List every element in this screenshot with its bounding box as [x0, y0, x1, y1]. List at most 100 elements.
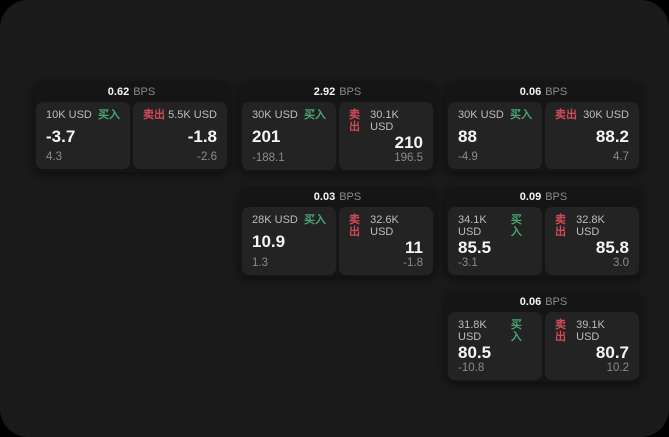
spread-header: 0.03 BPS — [242, 186, 433, 207]
sell-panel-top: 卖出 30K USD — [555, 109, 629, 121]
quote-panels: 30K USD 买入 201 -188.1 卖出 30.1K USD 210 1… — [242, 102, 433, 170]
bps-unit-label: BPS — [339, 190, 362, 203]
sell-size-label: 30.1K USD — [370, 109, 399, 133]
quote-card: 0.06 BPS 31.8K USD 买入 80.5 -10.8 卖出 39.1… — [445, 291, 642, 382]
buy-price: 80.5 — [458, 343, 492, 362]
buy-panel-top: 30K USD 买入 — [458, 109, 532, 121]
buy-side-tag: 买入 — [98, 109, 120, 121]
sell-price: 88.2 — [595, 126, 629, 146]
sell-panel[interactable]: 卖出 30K USD 88.2 4.7 — [545, 102, 639, 169]
buy-sub-value: 1.3 — [252, 257, 268, 269]
spread-value: 0.62 — [107, 85, 130, 98]
buy-panel[interactable]: 28K USD 买入 10.9 1.3 — [242, 207, 336, 275]
sell-sub-value: 196.5 — [394, 152, 423, 164]
sell-panel-top: 卖出 32.6K USD — [349, 214, 423, 238]
buy-panel[interactable]: 10K USD 买入 -3.7 4.3 — [36, 102, 130, 169]
sell-size-label: 32.8K USD — [576, 214, 605, 238]
buy-size-label: 34.1K USD — [458, 214, 487, 238]
buy-side-tag: 买入 — [304, 109, 326, 121]
bps-unit-label: BPS — [545, 190, 568, 203]
sell-size-label: 32.6K USD — [370, 214, 399, 238]
bps-unit-label: BPS — [133, 85, 156, 98]
buy-price: -3.7 — [46, 126, 76, 146]
quote-card: 0.06 BPS 30K USD 买入 88 -4.9 卖出 30K USD 8… — [445, 81, 642, 172]
sell-side-tag: 卖出 — [143, 109, 165, 121]
buy-sub-value: -10.8 — [458, 362, 485, 374]
buy-side-tag: 买入 — [510, 109, 532, 121]
buy-size-label: 10K USD — [46, 109, 92, 121]
quote-panels: 28K USD 买入 10.9 1.3 卖出 32.6K USD 11 -1.8 — [242, 207, 433, 275]
sell-panel[interactable]: 卖出 30.1K USD 210 196.5 — [339, 102, 433, 170]
spread-value: 0.09 — [519, 190, 542, 203]
buy-size-label: 31.8K USD — [458, 319, 487, 343]
sell-price: 80.7 — [595, 343, 629, 362]
buy-size-label: 30K USD — [458, 109, 504, 121]
quote-panels: 34.1K USD 买入 85.5 -3.1 卖出 32.8K USD 85.8… — [448, 207, 639, 275]
bps-unit-label: BPS — [339, 85, 362, 98]
quote-card: 2.92 BPS 30K USD 买入 201 -188.1 卖出 30.1K … — [239, 81, 436, 172]
sell-panel-top: 卖出 32.8K USD — [555, 214, 629, 238]
sell-side-tag: 卖出 — [349, 214, 360, 238]
buy-price: 201 — [252, 127, 281, 146]
sell-panel[interactable]: 卖出 5.5K USD -1.8 -2.6 — [133, 102, 227, 169]
spread-header: 0.09 BPS — [448, 186, 639, 207]
sell-panel[interactable]: 卖出 32.8K USD 85.8 3.0 — [545, 207, 639, 275]
sell-side-tag: 卖出 — [555, 214, 566, 238]
sell-size-label: 30K USD — [583, 109, 629, 121]
sell-panel[interactable]: 卖出 39.1K USD 80.7 10.2 — [545, 312, 639, 380]
buy-size-label: 30K USD — [252, 109, 298, 121]
spread-value: 0.06 — [519, 85, 542, 98]
bps-unit-label: BPS — [545, 295, 568, 308]
sell-price: -1.8 — [187, 126, 217, 146]
quote-panels: 31.8K USD 买入 80.5 -10.8 卖出 39.1K USD 80.… — [448, 312, 639, 380]
buy-panel[interactable]: 34.1K USD 买入 85.5 -3.1 — [448, 207, 542, 275]
spread-value: 0.03 — [313, 190, 336, 203]
buy-panel-top: 28K USD 买入 — [252, 214, 326, 226]
card-grid: 0.62 BPS 10K USD 买入 -3.7 4.3 卖出 5.5K USD… — [33, 81, 642, 382]
sell-sub-value: 10.2 — [606, 362, 629, 374]
spread-header: 0.06 BPS — [448, 291, 639, 312]
sell-size-label: 39.1K USD — [576, 319, 605, 343]
spread-header: 2.92 BPS — [242, 81, 433, 102]
spread-value: 0.06 — [519, 295, 542, 308]
sell-sub-value: -2.6 — [197, 151, 217, 163]
buy-side-tag: 买入 — [304, 214, 326, 226]
sell-panel-top: 卖出 39.1K USD — [555, 319, 629, 343]
buy-sub-value: -3.1 — [458, 257, 478, 269]
buy-panel-top: 30K USD 买入 — [252, 109, 326, 121]
buy-price: 10.9 — [252, 232, 286, 251]
spread-header: 0.06 BPS — [448, 81, 639, 102]
spread-value: 2.92 — [313, 85, 336, 98]
sell-size-label: 5.5K USD — [168, 109, 217, 121]
buy-side-tag: 买入 — [510, 319, 522, 343]
quote-card: 0.62 BPS 10K USD 买入 -3.7 4.3 卖出 5.5K USD… — [33, 81, 230, 172]
buy-price: 85.5 — [458, 238, 492, 257]
buy-panel[interactable]: 31.8K USD 买入 80.5 -10.8 — [448, 312, 542, 380]
sell-price: 85.8 — [595, 238, 629, 257]
sell-side-tag: 卖出 — [555, 319, 566, 343]
buy-sub-value: -188.1 — [252, 152, 285, 164]
sell-sub-value: 4.7 — [613, 151, 629, 163]
sell-panel-top: 卖出 5.5K USD — [143, 109, 217, 121]
buy-sub-value: 4.3 — [46, 151, 62, 163]
sell-price: 11 — [405, 238, 423, 257]
spread-header: 0.62 BPS — [36, 81, 227, 102]
buy-panel-top: 34.1K USD 买入 — [458, 214, 532, 238]
sell-panel[interactable]: 卖出 32.6K USD 11 -1.8 — [339, 207, 433, 275]
buy-size-label: 28K USD — [252, 214, 298, 226]
buy-side-tag: 买入 — [510, 214, 522, 238]
buy-panel[interactable]: 30K USD 买入 201 -188.1 — [242, 102, 336, 170]
sell-panel-top: 卖出 30.1K USD — [349, 109, 423, 133]
quote-card: 0.03 BPS 28K USD 买入 10.9 1.3 卖出 32.6K US… — [239, 186, 436, 277]
sell-sub-value: -1.8 — [403, 257, 423, 269]
buy-panel-top: 31.8K USD 买入 — [458, 319, 532, 343]
buy-panel[interactable]: 30K USD 买入 88 -4.9 — [448, 102, 542, 169]
buy-price: 88 — [458, 126, 477, 146]
buy-sub-value: -4.9 — [458, 151, 478, 163]
bps-unit-label: BPS — [545, 85, 568, 98]
quote-panels: 10K USD 买入 -3.7 4.3 卖出 5.5K USD -1.8 -2.… — [36, 102, 227, 169]
sell-side-tag: 卖出 — [349, 109, 360, 133]
sell-side-tag: 卖出 — [555, 109, 577, 121]
quote-card: 0.09 BPS 34.1K USD 买入 85.5 -3.1 卖出 32.8K… — [445, 186, 642, 277]
